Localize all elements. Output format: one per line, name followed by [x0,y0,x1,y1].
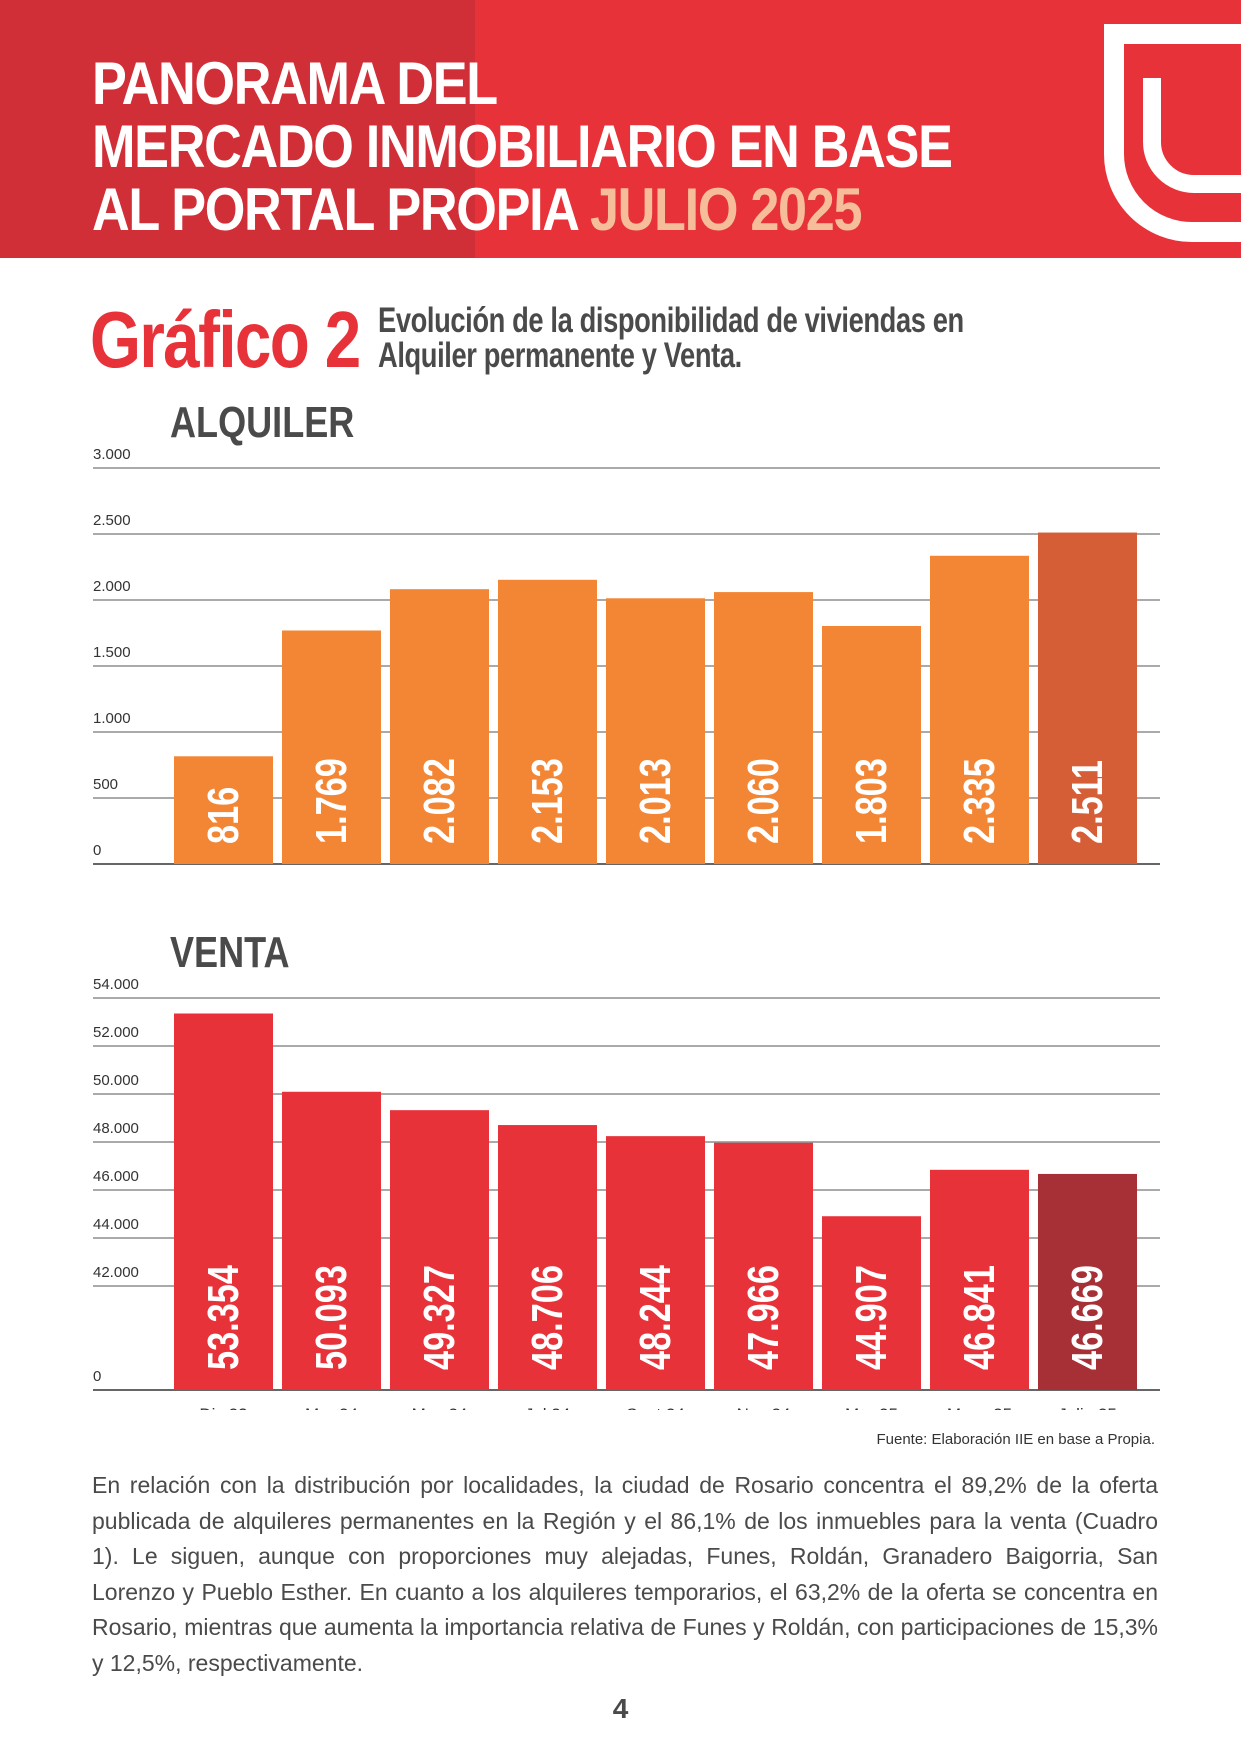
alquiler-bar [174,756,273,864]
alquiler-y-tick-label: 3.000 [93,446,131,463]
venta-y-tick-label: 52.000 [93,1024,139,1041]
venta-y-tick-label: 46.000 [93,1168,139,1185]
alquiler-bar [822,626,921,864]
venta-data-label: 49.327 [415,1265,464,1370]
alquiler-y-tick-label: 1.500 [93,644,131,661]
report-title-line3: AL PORTAL PROPIA [92,176,578,243]
venta-data-label: 48.706 [523,1265,572,1370]
venta-bar [714,1142,813,1390]
venta-bar [606,1136,705,1390]
venta-bar [390,1110,489,1390]
venta-chart-title: VENTA [170,930,290,977]
alquiler-y-tick-label: 1.000 [93,710,131,727]
alquiler-data-label: 1.803 [847,758,896,844]
alquiler-bar [498,579,597,864]
chart-description-line2: Alquiler permanente y Venta. [378,336,742,375]
venta-category-label: Mayo 25 [947,1405,1012,1410]
alquiler-category-label: Julio 25 [1058,879,1117,880]
venta-y-tick-label: 44.000 [93,1216,139,1233]
alquiler-y-tick-label: 500 [93,776,118,793]
alquiler-data-label: 2.013 [631,758,680,844]
venta-data-label: 47.966 [739,1265,788,1370]
venta-category-label: Jul 24 [525,1405,570,1410]
venta-y-tick-label: 48.000 [93,1120,139,1137]
alquiler-category-label: Nov 24 [737,879,791,880]
alquiler-category-label: Jul 24 [525,879,570,880]
alquiler-data-label: 816 [199,787,248,844]
venta-category-label: Dic 23 [199,1405,247,1410]
venta-category-label: Sept 24 [626,1405,685,1410]
header-banner: PANORAMA DEL MERCADO INMOBILIARIO EN BAS… [0,0,1241,258]
alquiler-bar [1038,532,1137,864]
alquiler-bar [606,598,705,864]
report-title-line2: MERCADO INMOBILIARIO EN BASE [92,113,953,180]
alquiler-data-label: 2.153 [523,758,572,844]
venta-data-label: 53.354 [199,1265,248,1370]
venta-bar [822,1216,921,1390]
venta-category-label: Mar 24 [305,1405,358,1410]
venta-category-label: May 24 [412,1405,468,1410]
chart-heading: Gráfico 2 Evolución de la disponibilidad… [90,295,964,384]
alquiler-bar [714,592,813,864]
alquiler-bar [930,555,1029,864]
alquiler-data-label: 2.511 [1063,760,1112,844]
venta-bar-chart: VENTA 0 42.000 44.000 46.000 48.000 50.000 52.0… [93,930,1160,1410]
venta-y-tick-label: 42.000 [93,1264,139,1281]
venta-category-label: Nov 24 [737,1405,791,1410]
chart-description-line1: Evolución de la disponibilidad de vivien… [378,301,964,340]
alquiler-bar [390,589,489,864]
alquiler-category-label: Mar 24 [305,879,358,880]
venta-bar [1038,1173,1137,1390]
venta-data-label: 46.669 [1063,1265,1112,1370]
venta-y-tick-label: 54.000 [93,976,139,993]
chart-number: Gráfico 2 [90,295,361,384]
report-title-line1: PANORAMA DEL [92,50,498,117]
venta-category-label: Julio 25 [1058,1405,1117,1410]
venta-bar [498,1125,597,1390]
venta-data-label: 50.093 [307,1265,356,1370]
venta-bar [930,1169,1029,1390]
alquiler-data-label: 1.769 [307,758,356,844]
venta-data-label: 46.841 [955,1265,1004,1370]
page-number: 4 [612,1693,629,1724]
venta-data-label: 44.907 [847,1265,896,1370]
venta-data-label: 48.244 [631,1265,680,1370]
alquiler-category-label: Mar 25 [845,879,898,880]
body-paragraph: En relación con la distribución por loca… [92,1472,1158,1676]
alquiler-category-label: Dic 23 [199,879,247,880]
chart-source-note: Fuente: Elaboración IIE en base a Propia… [876,1431,1155,1448]
alquiler-category-label: May 24 [412,879,468,880]
alquiler-bar-chart: ALQUILER 0 500 1.000 1.500 2.000 2.500 3.000 816… [93,400,1160,880]
chart-description: Evolución de la disponibilidad de vivien… [378,303,964,373]
venta-bar [174,1013,273,1390]
alquiler-category-label: Mayo 25 [947,879,1012,880]
report-title: PANORAMA DEL MERCADO INMOBILIARIO EN BAS… [92,50,953,243]
alquiler-chart-title: ALQUILER [170,400,354,447]
alquiler-category-label: Sept 24 [626,879,685,880]
venta-y-tick-label: 0 [93,1368,101,1385]
venta-y-tick-label: 50.000 [93,1072,139,1089]
alquiler-y-tick-label: 2.500 [93,512,131,529]
venta-bar [282,1091,381,1390]
alquiler-bar [282,630,381,864]
header-banner-accent [0,0,475,258]
report-title-date: JULIO 2025 [589,176,863,243]
alquiler-data-label: 2.082 [415,758,464,844]
brand-logo-icon [1104,24,1241,242]
alquiler-data-label: 2.060 [739,758,788,844]
venta-category-label: Mar 25 [845,1405,898,1410]
alquiler-data-label: 2.335 [955,758,1004,844]
alquiler-y-tick-label: 2.000 [93,578,131,595]
alquiler-y-tick-label: 0 [93,842,101,859]
